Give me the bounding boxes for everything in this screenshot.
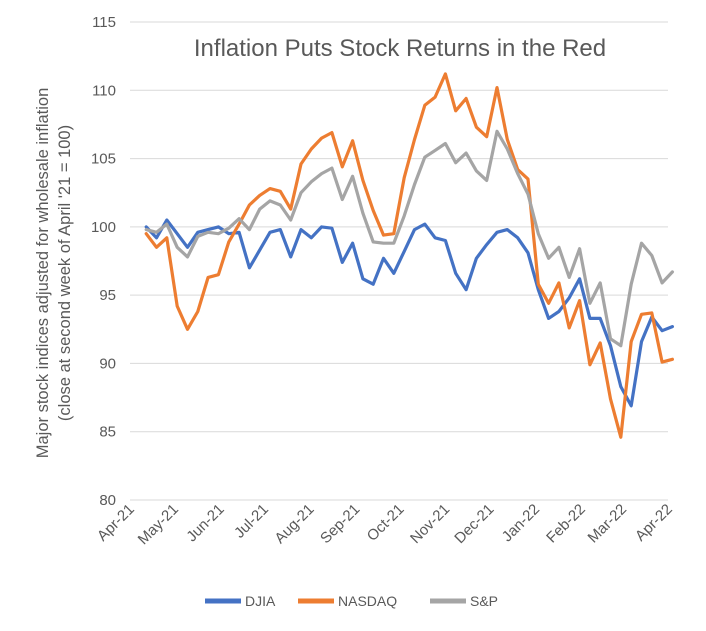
x-tick-label: Jun-21 — [183, 501, 227, 545]
legend-label: S&P — [470, 593, 498, 609]
series-line-djia — [144, 218, 675, 408]
y-tick-label: 85 — [99, 424, 116, 441]
legend: DJIA NASDAQ S&P — [205, 593, 498, 609]
legend-label: DJIA — [245, 593, 276, 609]
y-tick-label: 95 — [99, 287, 116, 304]
x-tick-label: Oct-21 — [364, 501, 408, 545]
series-line-s-p — [144, 129, 675, 348]
y-tick-label: 100 — [91, 219, 116, 236]
plot-area — [144, 72, 675, 439]
y-tick-label: 110 — [92, 82, 116, 99]
y-axis-title: Major stock indices adjusted for wholesa… — [34, 88, 74, 459]
x-tick-label: Jan-22 — [499, 501, 543, 545]
legend-label: NASDAQ — [338, 593, 397, 609]
y-tick-label: 80 — [99, 492, 116, 509]
x-tick-label: Sep-21 — [317, 501, 363, 547]
x-tick-label: Jul-21 — [231, 501, 272, 542]
x-tick-label: Mar-22 — [585, 501, 631, 547]
y-axis: 80 85 90 95 100 105 110 115 — [91, 14, 116, 509]
y-axis-title-line1: Major stock indices adjusted for wholesa… — [34, 88, 52, 459]
y-tick-label: 115 — [92, 14, 116, 31]
x-tick-label: Nov-21 — [407, 501, 453, 547]
x-tick-label: Apr-22 — [632, 501, 676, 545]
y-tick-label: 90 — [99, 355, 116, 372]
x-tick-label: Aug-21 — [271, 501, 317, 547]
y-axis-title-line2: (close at second week of April '21 = 100… — [56, 125, 74, 421]
chart-title: Inflation Puts Stock Returns in the Red — [194, 35, 606, 62]
y-tick-label: 105 — [91, 151, 116, 168]
x-tick-label: Feb-22 — [543, 501, 589, 547]
x-tick-label: Dec-21 — [451, 501, 497, 547]
series-line-nasdaq — [144, 72, 675, 439]
x-tick-label: May-21 — [135, 501, 182, 548]
